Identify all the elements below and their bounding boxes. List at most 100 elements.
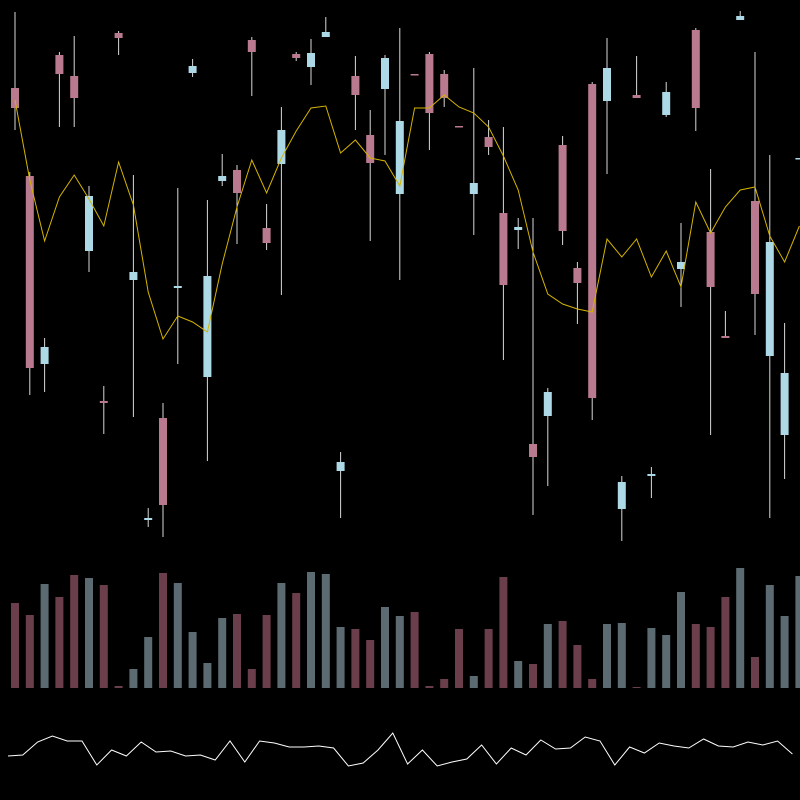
volume-bar [484, 629, 493, 688]
volume-bar [499, 577, 508, 688]
volume-bar [99, 585, 108, 688]
volume-bar [381, 607, 389, 688]
volume-bar [751, 657, 759, 688]
volume-bar [529, 664, 537, 688]
candle-body [173, 286, 182, 288]
volume-bar [336, 627, 345, 688]
volume-bar [691, 624, 700, 688]
candle-body [277, 130, 286, 164]
volume-bar [277, 583, 286, 688]
candle-body [603, 68, 611, 101]
volume-bar [647, 628, 656, 688]
volume-bar [173, 583, 182, 688]
volume-bar [218, 618, 227, 688]
candle-body [410, 74, 419, 76]
volume-bar [351, 629, 360, 688]
volume-bar [736, 568, 745, 688]
indicator-line [7, 732, 793, 767]
volume-bar [85, 578, 93, 688]
volume-bar [11, 603, 19, 688]
candle-body [721, 336, 730, 338]
volume-bar [25, 615, 34, 688]
candle-body [440, 74, 449, 98]
volume-bar [114, 686, 123, 688]
volume-bar [677, 592, 685, 688]
candle-body [144, 518, 153, 520]
volume-bar [514, 661, 523, 688]
candle-body [247, 40, 256, 52]
candle-body [706, 232, 715, 287]
volume-bar [662, 635, 671, 688]
volume-bar [455, 629, 463, 688]
candle-body [336, 462, 345, 471]
volume-bar [410, 612, 419, 688]
candle-body [85, 196, 93, 251]
candle-body [647, 474, 656, 476]
candle-body [381, 58, 389, 89]
volume-bar [321, 574, 330, 688]
candle-body [795, 158, 800, 160]
volume-bar [721, 597, 730, 688]
volume-bar [706, 627, 715, 688]
candle-body [573, 268, 582, 283]
candle-body [543, 392, 552, 416]
volume-bar [292, 593, 301, 688]
candle-body [632, 95, 641, 98]
candle-body [425, 54, 434, 113]
candle-body [203, 276, 212, 377]
volume-bar [233, 614, 241, 688]
volume-bar [203, 663, 212, 688]
candle-body [484, 137, 493, 147]
volume-bar [588, 679, 597, 688]
volume-bar [617, 623, 626, 688]
volume-bar [70, 575, 79, 688]
volume-bar [144, 637, 153, 688]
candle-body [780, 373, 789, 435]
candle-body [321, 32, 330, 37]
candle-body [662, 92, 671, 115]
candle-body [11, 88, 19, 108]
volume-bar [395, 616, 404, 688]
candle-body [70, 76, 79, 98]
candle-body [588, 84, 597, 398]
volume-bar [247, 669, 256, 688]
volume-bar [558, 621, 567, 688]
candle-body [55, 55, 64, 74]
candle-body [114, 33, 123, 38]
candle-body [262, 228, 271, 243]
volume-bar [632, 687, 641, 688]
candle-body [40, 347, 49, 364]
candle-body [514, 227, 523, 230]
volume-bar [366, 640, 375, 688]
candle-body [25, 176, 34, 368]
volume-bar [55, 597, 64, 688]
candle-body [188, 66, 197, 73]
candle-body [558, 145, 567, 231]
volume-bar [425, 686, 434, 688]
candle-body [292, 54, 301, 58]
candle-body [218, 176, 227, 181]
candle-body [691, 30, 700, 108]
candle-body [529, 444, 537, 457]
volume-bar [129, 669, 138, 688]
candle-body [765, 242, 774, 356]
candle-body [736, 16, 745, 20]
volume-bar [307, 572, 315, 688]
volume-bar [603, 624, 611, 688]
volume-bar [469, 676, 478, 688]
volume-bar [262, 615, 271, 688]
moving-average-line [14, 94, 800, 341]
candle-body [307, 53, 315, 67]
volume-bar [765, 585, 774, 688]
volume-bar [780, 616, 789, 688]
candle-body [351, 76, 360, 95]
candle-body [499, 213, 508, 285]
candle-body [233, 170, 241, 193]
candle-body [677, 262, 685, 269]
candle-body [366, 135, 375, 163]
candle-body [129, 272, 138, 280]
volume-bar [159, 573, 167, 688]
candle-body [617, 482, 626, 509]
